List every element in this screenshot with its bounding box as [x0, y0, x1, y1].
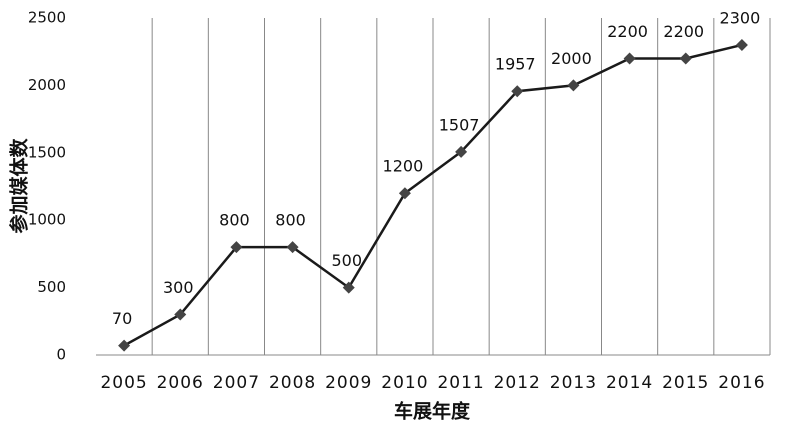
- y-tick-label: 0: [56, 346, 66, 364]
- data-label: 1507: [439, 115, 480, 134]
- x-tick-label: 2015: [662, 373, 709, 393]
- marker: [679, 52, 692, 65]
- x-tick-label: 2008: [269, 373, 316, 393]
- x-tick-label: 2012: [494, 373, 541, 393]
- marker: [455, 145, 468, 158]
- x-tick-label: 2016: [718, 373, 765, 393]
- data-label: 500: [331, 251, 362, 270]
- data-label: 800: [275, 211, 306, 230]
- marker: [230, 241, 243, 254]
- data-line: [123, 43, 743, 347]
- data-label: 2200: [663, 22, 704, 41]
- x-tick-label: 2009: [325, 373, 372, 393]
- marker: [342, 281, 355, 294]
- marker: [398, 187, 411, 200]
- marker: [567, 79, 580, 92]
- x-tick-label: 2005: [100, 373, 147, 393]
- marker: [174, 308, 187, 321]
- x-tick-label: 2014: [606, 373, 653, 393]
- data-label: 1200: [383, 157, 424, 176]
- marker: [511, 85, 524, 98]
- data-label: 2300: [720, 8, 761, 27]
- data-label: 800: [219, 211, 250, 230]
- marker: [118, 339, 131, 352]
- x-tick-label: 2007: [213, 373, 260, 393]
- x-tick-label: 2011: [437, 373, 484, 393]
- marker: [623, 52, 636, 65]
- y-tick-label: 1500: [28, 143, 66, 161]
- x-tick-label: 2013: [550, 373, 597, 393]
- data-label: 70: [112, 309, 132, 328]
- data-label: 1957: [495, 55, 536, 74]
- data-label: 2000: [551, 49, 592, 68]
- x-tick-label: 2010: [381, 373, 428, 393]
- marker: [286, 241, 299, 254]
- marker: [735, 38, 748, 51]
- y-axis-title: 参加媒体数: [8, 138, 31, 234]
- y-tick-label: 1000: [28, 211, 66, 229]
- data-label: 300: [163, 278, 194, 297]
- y-tick-label: 2500: [28, 9, 66, 27]
- data-label: 2200: [607, 22, 648, 41]
- x-axis-title: 车展年度: [394, 400, 471, 423]
- y-tick-label: 2000: [28, 76, 66, 94]
- x-tick-label: 2006: [157, 373, 204, 393]
- y-tick-label: 500: [37, 278, 66, 296]
